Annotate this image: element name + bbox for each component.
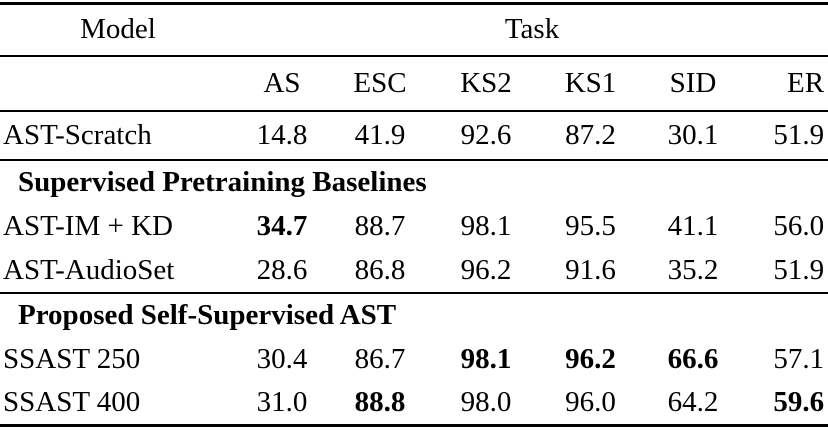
- column-header-ks2: KS2: [460, 66, 512, 99]
- metric-value: 56.0: [773, 210, 825, 242]
- metric-value: 64.2: [667, 386, 719, 419]
- metric-value: 41.9: [354, 118, 406, 151]
- metric-value: 86.8: [354, 253, 406, 286]
- metric-value: 86.7: [354, 343, 406, 375]
- metric-value: 14.8: [256, 118, 308, 151]
- column-header-sid: SID: [669, 66, 717, 99]
- model-name: SSAST 250: [3, 343, 141, 375]
- metric-value: 95.5: [565, 210, 616, 242]
- section-header-row: Supervised Pretraining Baselines: [0, 160, 828, 205]
- column-header-er: ER: [787, 66, 825, 99]
- metric-value: 34.7: [256, 210, 308, 242]
- column-header-esc: ESC: [353, 66, 407, 99]
- header-row-model-task: Model Task: [0, 4, 828, 56]
- model-column-header: Model: [80, 13, 156, 46]
- corner-empty-cell: [0, 56, 236, 111]
- column-header-ks1: KS1: [564, 66, 617, 99]
- metric-value: 30.1: [667, 118, 719, 151]
- metric-value: 51.9: [773, 253, 825, 286]
- metric-value: 87.2: [565, 118, 616, 151]
- model-name: AST-Scratch: [3, 118, 152, 151]
- table-row: SSAST 400 31.0 88.8 98.0 96.0 64.2 59.6: [0, 382, 828, 426]
- metric-value: 31.0: [256, 386, 308, 419]
- metric-value: 96.0: [565, 386, 616, 419]
- metric-value: 35.2: [667, 253, 719, 286]
- table-row: AST-IM + KD 34.7 88.7 98.1 95.5 41.1 56.0: [0, 205, 828, 249]
- table-row: AST-AudioSet 28.6 86.8 96.2 91.6 35.2 51.9: [0, 249, 828, 293]
- metric-value: 41.1: [667, 210, 719, 242]
- section-header-row: Proposed Self-Supervised AST: [0, 293, 828, 338]
- model-name: SSAST 400: [3, 386, 141, 419]
- metric-value: 96.2: [565, 343, 616, 375]
- metric-value: 96.2: [460, 253, 512, 286]
- results-table: Model Task AS ESC KS2 KS1 SID ER AST-Scr…: [0, 2, 828, 427]
- table-body: AST-Scratch 14.8 41.9 92.6 87.2 30.1 51.9 Super…: [0, 111, 828, 426]
- metric-value: 30.4: [256, 343, 308, 375]
- metric-value: 28.6: [256, 253, 308, 286]
- metric-value: 98.1: [460, 210, 512, 242]
- model-name: AST-IM + KD: [3, 210, 173, 242]
- metric-value: 98.1: [460, 343, 512, 375]
- metric-value: 51.9: [773, 118, 825, 151]
- metric-value: 88.8: [354, 386, 406, 419]
- table-row: AST-Scratch 14.8 41.9 92.6 87.2 30.1 51.9: [0, 111, 828, 160]
- table-head: Model Task AS ESC KS2 KS1 SID ER: [0, 4, 828, 111]
- metric-value: 98.0: [460, 386, 512, 419]
- header-row-tasks: AS ESC KS2 KS1 SID ER: [0, 56, 828, 111]
- table-row: SSAST 250 30.4 86.7 98.1 96.2 66.6 57.1: [0, 338, 828, 382]
- section-header: Proposed Self-Supervised AST: [18, 299, 397, 331]
- metric-value: 57.1: [773, 343, 825, 375]
- task-column-group-header: Task: [504, 13, 560, 46]
- metric-value: 92.6: [460, 118, 512, 151]
- model-name: AST-AudioSet: [3, 253, 175, 286]
- metric-value: 59.6: [773, 386, 825, 419]
- metric-value: 66.6: [667, 343, 719, 375]
- metric-value: 91.6: [565, 253, 616, 286]
- section-header: Supervised Pretraining Baselines: [18, 166, 427, 198]
- column-header-as: AS: [263, 66, 301, 99]
- metric-value: 88.7: [354, 210, 406, 242]
